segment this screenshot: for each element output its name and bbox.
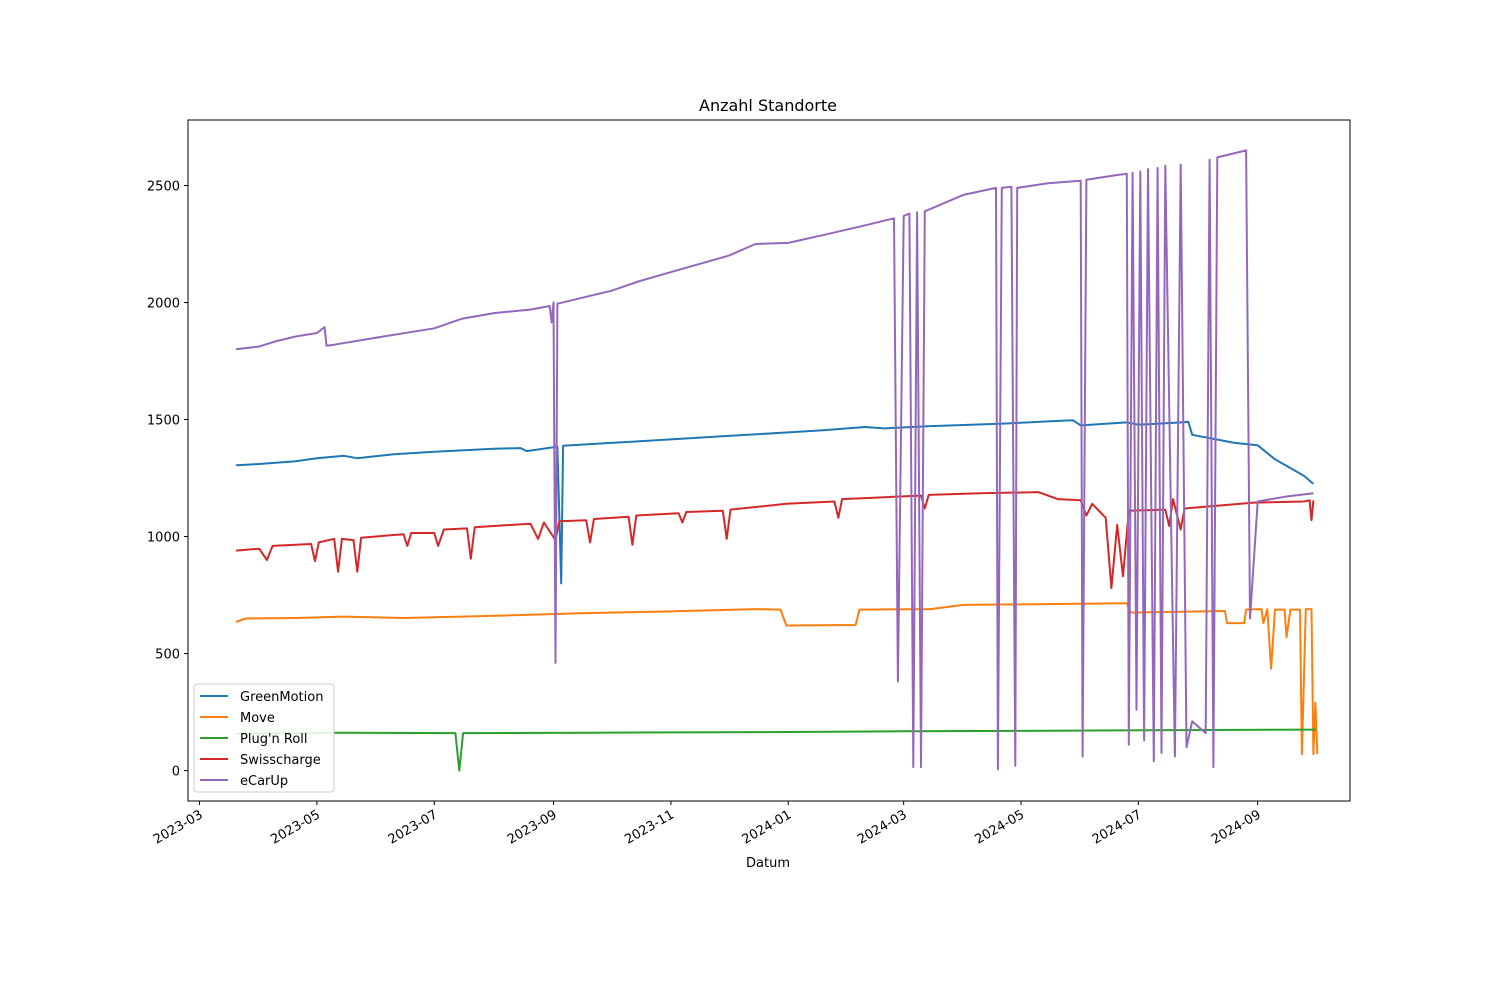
series-line-move [235,602,1319,756]
y-tick-label: 1000 [147,531,180,546]
legend: GreenMotion Move Plug'n Roll Swisscharge eCa… [193,683,335,793]
y-axis-ticks: 0 500 1000 1500 2000 2500 [147,180,188,780]
legend-label: GreenMotion [240,690,323,705]
legend-label: eCarUp [240,774,288,789]
series-lines [235,149,1319,772]
y-tick-label: 500 [155,648,180,663]
x-axis-label: Datum [746,856,790,871]
series-line-greenmotion [236,419,1315,585]
legend-label: Plug'n Roll [240,732,308,747]
plot-frame [187,119,1351,802]
y-tick-label: 2500 [147,180,180,195]
series-line-ecarup [235,149,1314,771]
y-tick-label: 1500 [147,414,180,429]
legend-label: Move [240,711,275,726]
y-tick-label: 2000 [147,297,180,312]
legend-box [193,683,335,793]
y-tick-label: 0 [172,765,180,780]
series-line-plug-n-roll [236,728,1316,772]
chart-title: Anzahl Standorte [699,96,837,115]
legend-label: Swisscharge [240,753,321,768]
series-line-swisscharge [236,491,1315,589]
